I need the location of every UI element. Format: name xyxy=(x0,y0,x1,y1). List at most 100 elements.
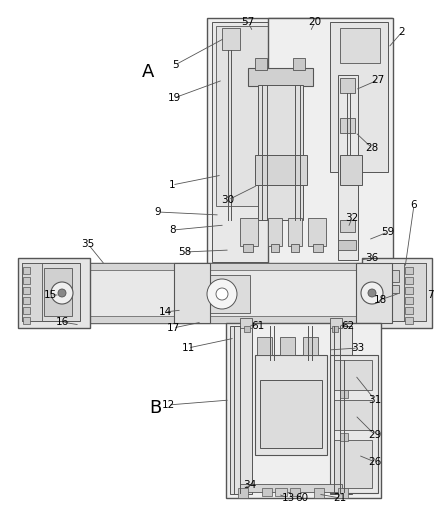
Bar xyxy=(226,323,381,498)
Text: 9: 9 xyxy=(155,207,161,217)
Bar xyxy=(330,326,352,494)
Circle shape xyxy=(51,282,73,304)
Bar xyxy=(303,337,318,355)
Bar xyxy=(268,218,282,246)
Bar xyxy=(330,355,378,493)
Bar xyxy=(275,488,287,496)
Text: 61: 61 xyxy=(251,321,265,331)
Bar xyxy=(23,297,30,304)
Bar xyxy=(255,155,307,185)
Text: 57: 57 xyxy=(242,17,254,27)
Bar xyxy=(340,390,348,398)
Bar xyxy=(404,263,426,321)
Bar xyxy=(340,28,380,63)
Bar xyxy=(293,58,305,70)
Text: 33: 33 xyxy=(351,343,365,353)
Bar xyxy=(268,18,393,266)
Bar xyxy=(80,263,365,270)
Text: 15: 15 xyxy=(44,290,57,300)
Bar xyxy=(18,258,90,328)
Bar xyxy=(364,263,426,321)
Bar xyxy=(23,277,30,284)
Text: 5: 5 xyxy=(172,60,178,70)
Bar xyxy=(240,484,342,492)
Text: 34: 34 xyxy=(243,480,257,490)
Bar xyxy=(262,488,272,496)
Bar xyxy=(338,75,358,260)
Bar xyxy=(222,28,240,50)
Bar xyxy=(330,318,342,328)
Text: 28: 28 xyxy=(365,143,379,153)
Bar xyxy=(405,317,413,324)
Bar xyxy=(258,85,303,220)
Text: A: A xyxy=(142,63,154,81)
Circle shape xyxy=(216,288,228,300)
Text: 7: 7 xyxy=(427,290,433,300)
Text: 19: 19 xyxy=(167,93,181,103)
Bar xyxy=(338,488,348,498)
Bar xyxy=(340,155,362,185)
Bar xyxy=(257,337,272,355)
Bar xyxy=(334,360,372,390)
Bar xyxy=(313,244,323,252)
Bar xyxy=(338,240,356,250)
Bar xyxy=(244,326,250,332)
Text: 60: 60 xyxy=(295,493,309,503)
Bar xyxy=(255,355,327,455)
Bar xyxy=(385,270,399,282)
Bar xyxy=(216,26,276,206)
Bar xyxy=(23,267,30,274)
Bar xyxy=(240,218,258,246)
Text: 30: 30 xyxy=(222,195,234,205)
Bar xyxy=(332,326,338,332)
Bar xyxy=(80,263,365,323)
Circle shape xyxy=(207,279,237,309)
Bar xyxy=(23,317,30,324)
Text: B: B xyxy=(149,399,161,417)
Bar xyxy=(334,440,372,488)
Text: 2: 2 xyxy=(399,27,405,37)
Text: 58: 58 xyxy=(178,247,192,257)
Bar xyxy=(405,277,413,284)
Circle shape xyxy=(361,282,383,304)
Bar xyxy=(405,267,413,274)
Text: 11: 11 xyxy=(182,343,194,353)
Text: 59: 59 xyxy=(381,227,395,237)
Bar xyxy=(362,258,432,328)
Bar xyxy=(22,263,42,321)
Bar xyxy=(330,22,388,172)
Bar xyxy=(22,263,80,321)
Text: 21: 21 xyxy=(333,493,347,503)
Bar xyxy=(195,275,250,313)
Bar xyxy=(44,268,72,316)
Bar xyxy=(23,287,30,294)
Bar xyxy=(334,400,372,430)
Circle shape xyxy=(368,289,376,297)
Text: 1: 1 xyxy=(169,180,175,190)
Bar xyxy=(405,307,413,314)
Bar xyxy=(260,380,322,448)
Text: 27: 27 xyxy=(371,75,385,85)
Bar xyxy=(80,316,365,323)
Circle shape xyxy=(58,289,66,297)
Bar xyxy=(290,488,300,496)
Text: 12: 12 xyxy=(161,400,174,410)
Bar xyxy=(174,263,210,323)
Bar xyxy=(340,118,355,133)
Bar xyxy=(340,78,355,93)
Bar xyxy=(207,18,392,266)
Text: 36: 36 xyxy=(365,253,379,263)
Text: 20: 20 xyxy=(309,17,321,27)
Bar xyxy=(240,318,252,328)
Bar xyxy=(405,287,413,294)
Bar xyxy=(340,220,355,232)
Bar xyxy=(340,433,348,441)
Text: 26: 26 xyxy=(369,457,382,467)
Bar xyxy=(243,244,253,252)
Text: 16: 16 xyxy=(56,317,69,327)
Bar xyxy=(212,22,282,262)
Text: 35: 35 xyxy=(81,239,95,249)
Bar xyxy=(271,244,279,252)
Text: 8: 8 xyxy=(170,225,176,235)
Text: 32: 32 xyxy=(345,213,359,223)
